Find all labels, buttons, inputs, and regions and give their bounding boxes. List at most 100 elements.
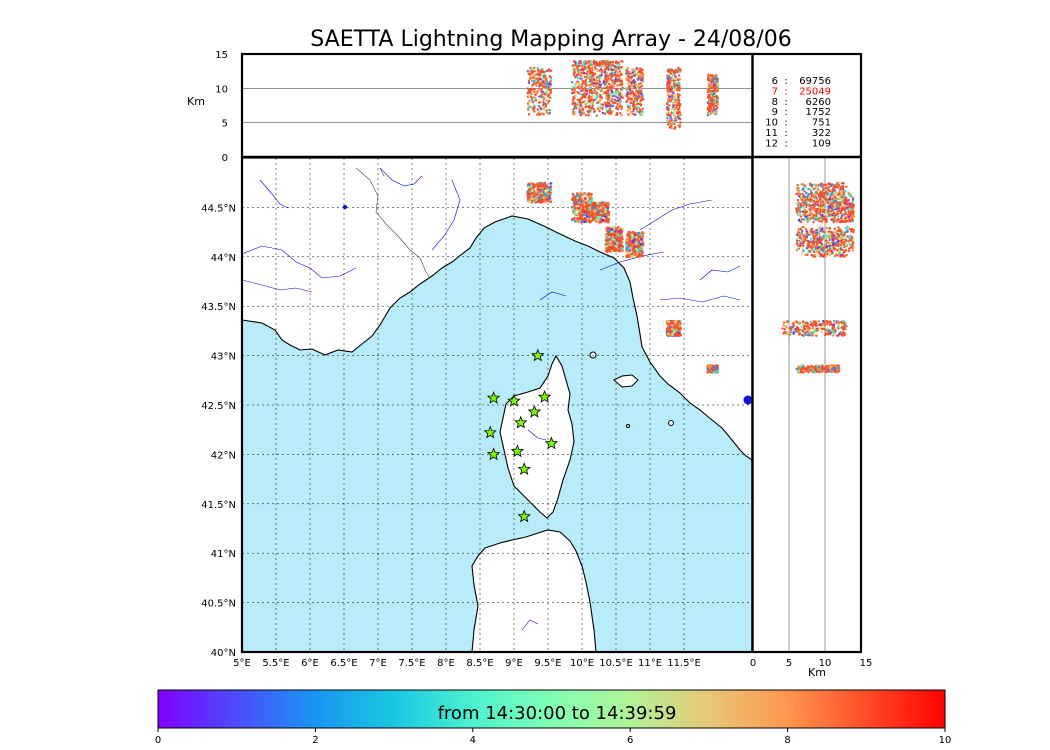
lightning-source: [620, 105, 624, 109]
lightning-source: [530, 106, 533, 109]
lightning-source: [797, 207, 800, 210]
lightning-source: [678, 103, 682, 107]
lightning-source: [617, 107, 620, 111]
lightning-source: [538, 85, 541, 88]
station-marker: [483, 425, 497, 439]
lightning-source: [828, 248, 832, 251]
lightning-source: [676, 103, 679, 107]
lightning-source: [601, 111, 605, 115]
lightning-source: [820, 183, 823, 187]
lightning-source: [674, 119, 678, 122]
lightning-source: [811, 208, 814, 211]
lightning-source: [593, 65, 597, 69]
lightning-source: [850, 230, 854, 233]
lightning-source: [673, 83, 676, 86]
lightning-source: [679, 326, 682, 330]
lightning-source: [593, 72, 597, 75]
lightning-source: [817, 184, 820, 187]
lightning-source: [527, 87, 530, 91]
lightning-source: [628, 239, 631, 243]
lightning-source: [810, 192, 814, 196]
lightning-source: [579, 62, 583, 65]
lightning-source: [808, 213, 812, 217]
lightning-source: [597, 101, 600, 104]
lightning-source: [547, 93, 550, 97]
top-ytick-label: 0: [222, 153, 228, 164]
lightning-source: [837, 218, 840, 221]
lightning-source: [851, 215, 854, 218]
lightning-source: [851, 213, 855, 216]
lightning-source: [587, 60, 591, 63]
lightning-source: [842, 182, 845, 185]
lightning-source: [613, 73, 616, 77]
lightning-source: [811, 216, 815, 220]
lightning-source: [526, 69, 530, 73]
lightning-source: [807, 193, 811, 196]
lightning-source: [530, 188, 534, 192]
lightning-source: [672, 86, 676, 89]
lightning-source: [819, 213, 822, 216]
map-xtick-label: 5°E: [233, 658, 251, 669]
station-marker: [527, 404, 542, 418]
lightning-source: [616, 78, 619, 82]
lightning-source: [536, 108, 539, 111]
lightning-source: [827, 182, 830, 185]
lightning-source: [711, 100, 714, 103]
lightning-source: [819, 255, 822, 258]
lightning-source: [836, 185, 839, 189]
lightning-source: [848, 208, 851, 211]
lightning-source: [608, 245, 612, 249]
lightning-source: [811, 203, 814, 207]
lightning-source: [539, 71, 542, 74]
elba-island: [613, 374, 639, 388]
lightning-source: [670, 119, 673, 122]
lightning-source: [584, 95, 587, 99]
lightning-source: [668, 90, 672, 93]
lightning-source: [576, 104, 579, 108]
map-ytick-label: 40°N: [211, 648, 236, 659]
map-xtick-label: 5.5°E: [262, 658, 289, 669]
lightning-source: [670, 69, 673, 72]
lightning-source: [832, 212, 835, 216]
lightning-source: [807, 187, 810, 191]
lightning-source: [639, 113, 642, 116]
lightning-source: [540, 88, 543, 92]
lightning-source: [824, 205, 827, 208]
lightning-source: [627, 251, 631, 254]
lightning-source: [840, 196, 844, 199]
lightning-source: [635, 242, 638, 246]
lightning-source: [541, 77, 544, 80]
lightning-source: [597, 93, 600, 97]
lightning-source: [639, 99, 642, 103]
lightning-source: [677, 98, 681, 102]
lightning-source: [538, 184, 541, 188]
lightning-source: [634, 105, 637, 109]
lightning-source: [545, 77, 548, 80]
lightning-source: [822, 193, 825, 197]
lightning-source: [709, 103, 713, 106]
lightning-source: [671, 77, 674, 81]
source-count: 109: [812, 138, 831, 149]
lightning-source: [636, 255, 639, 258]
lightning-source: [583, 220, 586, 224]
lightning-source: [627, 246, 631, 250]
lightning-source: [536, 183, 539, 186]
lightning-source: [630, 92, 634, 95]
lightning-source: [814, 245, 818, 248]
station-number: 12: [765, 138, 778, 149]
lightning-source: [542, 200, 545, 203]
lightning-source: [597, 76, 601, 79]
lightning-source: [677, 78, 680, 82]
lightning-source: [668, 84, 671, 88]
lightning-source: [804, 185, 807, 189]
lightning-source: [577, 220, 580, 224]
top-lightning-sources: [526, 59, 720, 131]
lightning-source: [610, 84, 613, 87]
lightning-source: [530, 88, 533, 92]
lightning-source: [530, 85, 534, 89]
lightning-source: [547, 99, 551, 103]
lightning-source: [817, 246, 820, 249]
station-marker: [517, 462, 531, 475]
lightning-source: [712, 371, 715, 374]
lightning-source: [592, 94, 595, 98]
